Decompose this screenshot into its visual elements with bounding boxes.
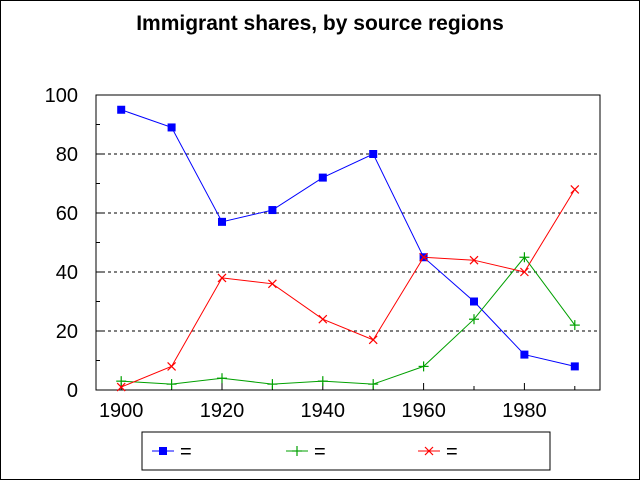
data-point	[519, 252, 530, 263]
data-point	[520, 350, 529, 359]
data-point	[469, 314, 479, 325]
data-point	[267, 379, 278, 390]
data-point	[267, 279, 277, 289]
data-point	[116, 382, 126, 392]
legend-box	[141, 431, 551, 471]
plot-border	[95, 94, 601, 391]
data-point	[166, 379, 177, 390]
data-point	[419, 252, 429, 262]
data-point	[317, 376, 328, 387]
series-line	[121, 256, 576, 385]
data-point	[217, 373, 227, 384]
data-point	[469, 255, 479, 265]
legend-marker	[292, 446, 302, 456]
x-tick-label: 1940	[301, 400, 346, 422]
legend-label: =	[314, 441, 326, 463]
legend-entry: =	[152, 441, 192, 463]
legend-label: =	[446, 441, 458, 463]
data-point	[570, 184, 580, 194]
plot-area: 0 20 40 60 80 100 1900 1920 1940 1960 1980	[45, 85, 601, 422]
data-point	[318, 314, 328, 324]
legend: = = =	[141, 431, 551, 471]
x-tick-label: 1900	[99, 400, 144, 422]
series-3	[116, 184, 580, 392]
data-point	[470, 297, 478, 306]
y-tick-label: 0	[67, 380, 78, 402]
series-2	[116, 252, 580, 390]
legend-entry: =	[418, 441, 458, 463]
data-point	[218, 217, 226, 226]
legend-entry: =	[286, 441, 326, 463]
data-point	[116, 376, 127, 387]
y-tick-label: 80	[56, 144, 78, 166]
data-point	[418, 361, 429, 372]
data-point	[167, 123, 176, 132]
legend-marker	[159, 447, 167, 455]
data-point	[519, 267, 529, 277]
legend-marker	[424, 446, 434, 456]
legend-label: =	[180, 441, 192, 463]
x-tick-label: 1980	[502, 400, 547, 422]
data-point	[268, 206, 277, 215]
data-point	[217, 273, 227, 283]
x-tick-label: 1920	[200, 400, 245, 422]
series-line	[121, 109, 575, 367]
data-point	[368, 379, 379, 390]
data-point	[318, 173, 327, 182]
y-tick-label: 40	[56, 262, 78, 284]
data-point	[570, 362, 579, 371]
y-tick-label: 100	[45, 85, 78, 107]
data-point	[368, 335, 378, 345]
chart-title: Immigrant shares, by source regions	[136, 12, 504, 35]
y-tick-label: 60	[56, 203, 78, 225]
y-tick-label: 20	[56, 321, 78, 343]
series-line	[121, 189, 576, 388]
x-tick-label: 1960	[401, 400, 446, 422]
data-point	[117, 105, 126, 114]
data-point	[569, 320, 580, 331]
data-point	[369, 150, 378, 158]
data-point	[167, 361, 177, 371]
